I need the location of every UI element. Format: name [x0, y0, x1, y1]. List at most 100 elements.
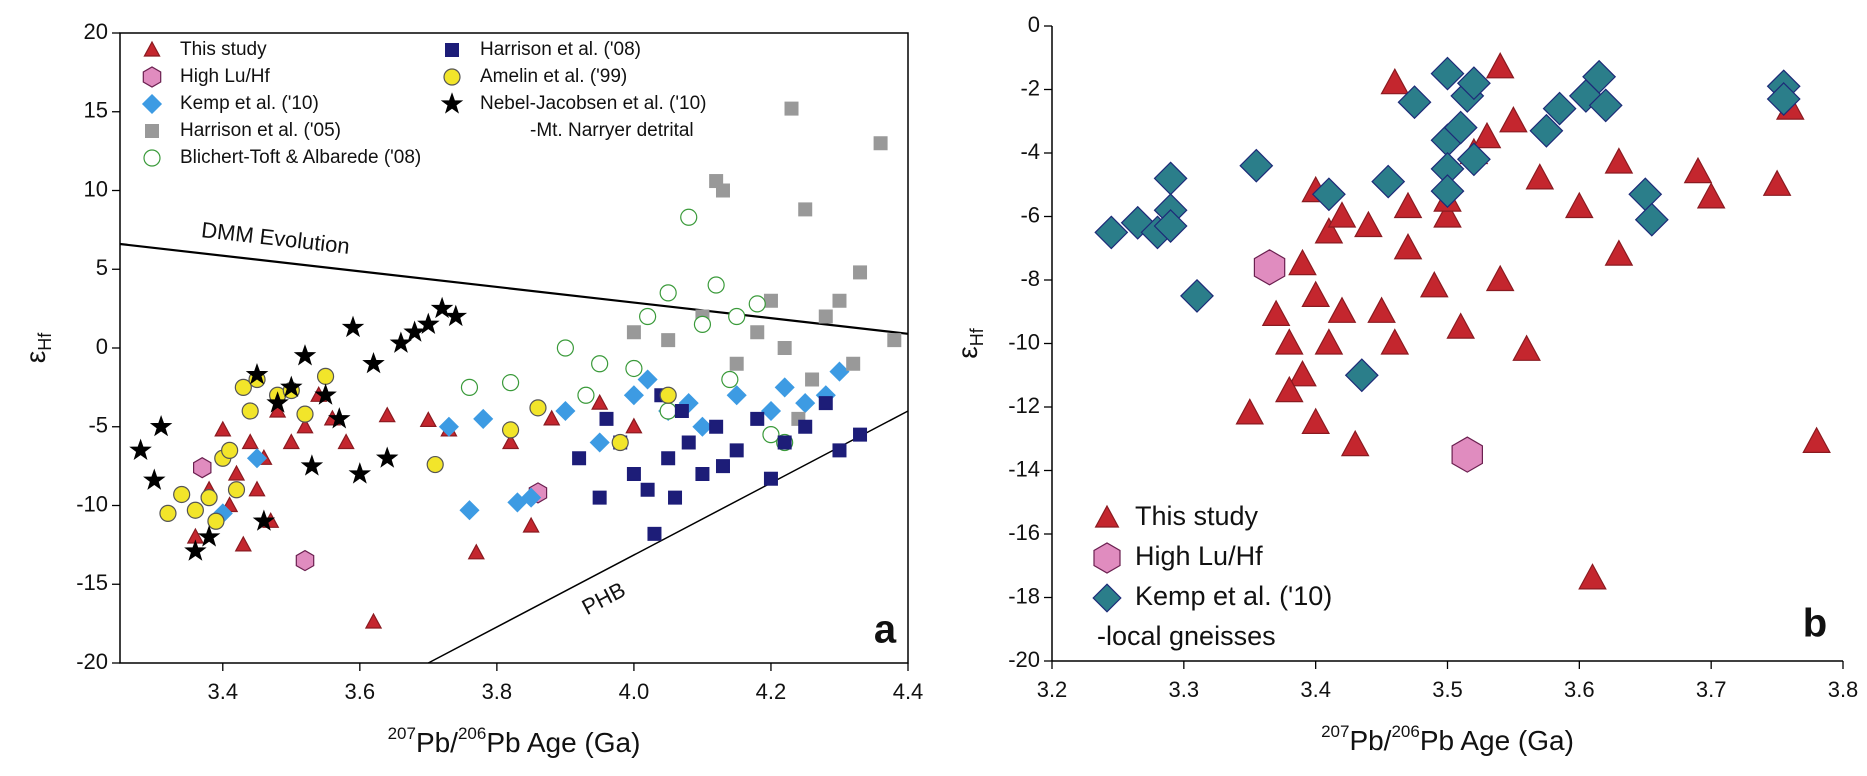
marker-circle	[200, 489, 218, 507]
y-axis-title: εHf	[20, 332, 54, 363]
x-axis-title-part: 207	[1321, 722, 1349, 741]
panel-letter: b	[1803, 602, 1827, 646]
legend-label: Harrison et al. ('05)	[180, 120, 341, 141]
marker-triangle	[1578, 563, 1607, 590]
marker-circle	[501, 421, 520, 439]
y-tick-label: -20	[76, 649, 108, 674]
marker-square	[661, 451, 676, 466]
marker-triangle	[1393, 191, 1423, 219]
marker-circle	[762, 426, 780, 444]
marker-triangle	[296, 417, 314, 434]
marker-diamond	[692, 416, 713, 437]
panel: 3.4 3.6 3.8 4.0 4.2 4.4 20 15 10 5 0 -5 -10 -15 -20 207…	[20, 19, 923, 759]
marker-circle	[556, 339, 574, 357]
marker-triangle	[1288, 360, 1317, 387]
y-tick-label: 0	[1028, 12, 1040, 37]
marker-star	[430, 296, 454, 319]
marker-square	[674, 404, 689, 419]
marker-diamond	[637, 369, 658, 390]
marker-diamond	[1344, 358, 1379, 393]
marker-hexagon	[295, 549, 315, 572]
y-axis-title-sub: Hf	[35, 332, 55, 351]
series	[1235, 52, 1831, 590]
marker-circle	[611, 433, 629, 452]
marker-star	[314, 383, 337, 405]
y-tick-label: -10	[1008, 329, 1040, 354]
y-tick-label: 10	[84, 176, 108, 201]
y-tick-label: -2	[1020, 75, 1040, 100]
series	[626, 101, 902, 426]
marker-triangle	[1683, 156, 1713, 184]
marker-triangle	[419, 411, 437, 427]
y-tick-label: -8	[1020, 266, 1040, 291]
marker-square	[681, 435, 696, 450]
marker-triangle	[1354, 210, 1383, 238]
marker-circle	[426, 455, 444, 474]
x-tick-label: 3.8	[482, 679, 513, 704]
marker-square	[818, 309, 833, 324]
x-axis-title: 207Pb/206Pb Age (Ga)	[388, 724, 641, 758]
marker-diamond	[1397, 85, 1432, 120]
marker-circle	[728, 307, 746, 326]
x-axis-title-part: 206	[458, 724, 486, 743]
y-axis-title-main: ε	[20, 351, 51, 363]
line-label: PHB	[578, 577, 630, 620]
x-tick-label: 3.4	[1300, 677, 1331, 702]
marker-star	[197, 525, 221, 547]
marker-circle	[241, 402, 259, 420]
marker-hexagon	[193, 457, 212, 479]
marker-triangle	[1380, 67, 1410, 95]
marker-triangle	[1604, 239, 1634, 266]
marker-diamond	[141, 93, 163, 115]
marker-square	[750, 325, 765, 340]
marker-diamond	[760, 400, 782, 422]
marker-hexagon	[1451, 436, 1484, 473]
marker-triangle	[1499, 106, 1528, 133]
marker-diamond	[1634, 202, 1669, 237]
marker-star	[417, 312, 440, 334]
marker-triangle	[501, 433, 520, 450]
marker-triangle	[282, 433, 300, 450]
x-tick-label: 3.4	[207, 679, 238, 704]
x-tick-label: 4.2	[756, 679, 787, 704]
marker-circle	[577, 386, 595, 404]
y-tick-label: 0	[96, 334, 108, 359]
legend: This study High Lu/Hf Kemp et al. ('10) Har…	[141, 39, 706, 168]
marker-diamond	[795, 393, 816, 414]
marker-triangle	[1327, 296, 1357, 323]
marker-square	[729, 443, 744, 458]
marker-star	[129, 438, 152, 460]
marker-diamond	[1456, 142, 1491, 177]
marker-square	[763, 471, 778, 486]
marker-triangle	[1485, 264, 1515, 292]
x-tick-label: 3.6	[1564, 677, 1595, 702]
y-tick-label: -10	[76, 491, 108, 516]
marker-star	[280, 375, 303, 397]
marker-square	[715, 459, 730, 474]
y-tick-label: 15	[84, 98, 108, 123]
marker-triangle	[1393, 233, 1423, 260]
marker-diamond	[1582, 59, 1617, 94]
marker-square	[599, 411, 614, 426]
marker-triangle	[1301, 280, 1331, 307]
marker-square	[668, 490, 683, 505]
marker-square	[798, 419, 813, 434]
legend-note: -Mt. Narryer detrital	[530, 120, 694, 141]
legend-label: Nebel-Jacobsen et al. ('10)	[480, 93, 706, 114]
marker-square	[709, 419, 724, 434]
x-tick-label: 3.7	[1696, 677, 1727, 702]
legend-label: This study	[180, 39, 267, 60]
marker-square	[729, 356, 744, 371]
marker-diamond	[1430, 56, 1465, 91]
marker-diamond	[1311, 177, 1346, 212]
series	[572, 388, 868, 541]
y-tick-label: -16	[1008, 520, 1040, 545]
marker-circle	[501, 374, 520, 392]
series	[129, 296, 468, 561]
marker-circle	[659, 402, 677, 420]
x-tick-label: 3.6	[345, 679, 376, 704]
marker-diamond	[1766, 82, 1801, 116]
marker-square	[626, 325, 641, 340]
marker-circle	[707, 276, 725, 294]
marker-hexagon	[1253, 249, 1286, 286]
